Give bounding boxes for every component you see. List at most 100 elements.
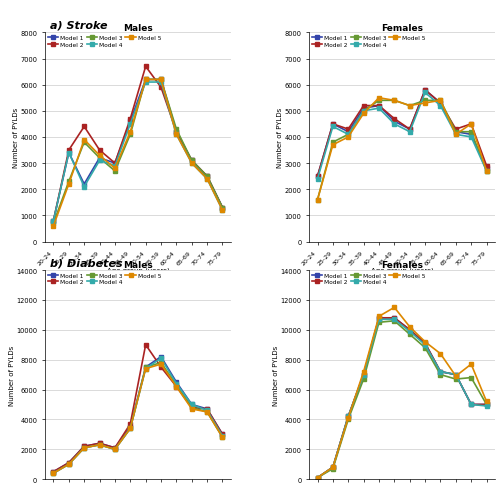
Model 2 <box>174 384 180 390</box>
Model 5 <box>453 132 459 138</box>
Model 2 <box>142 342 148 348</box>
Model 2 <box>96 440 102 446</box>
Model 5 <box>81 137 87 143</box>
Model 2 <box>220 432 226 438</box>
Line: Model 4: Model 4 <box>52 81 225 223</box>
Model 3 <box>142 364 148 370</box>
Model 2 <box>158 85 164 91</box>
Model 1 <box>453 130 459 136</box>
Model 4 <box>66 461 72 467</box>
Model 1 <box>50 218 56 224</box>
X-axis label: Age group (years): Age group (years) <box>370 267 434 274</box>
Model 2 <box>406 327 412 333</box>
Model 3 <box>360 377 366 382</box>
Model 2 <box>422 88 428 93</box>
Title: Females: Females <box>381 261 423 270</box>
Model 4 <box>330 124 336 130</box>
Model 5 <box>422 101 428 106</box>
Model 1 <box>422 88 428 93</box>
Model 5 <box>96 442 102 448</box>
Model 3 <box>468 130 474 136</box>
Model 3 <box>174 127 180 133</box>
Model 1 <box>204 406 210 412</box>
Line: Model 1: Model 1 <box>52 78 225 223</box>
Model 5 <box>204 409 210 415</box>
Model 5 <box>174 132 180 138</box>
Model 2 <box>81 443 87 449</box>
Model 4 <box>96 158 102 164</box>
Model 4 <box>422 91 428 96</box>
Model 5 <box>345 415 351 421</box>
Model 3 <box>422 98 428 104</box>
Model 1 <box>189 402 195 408</box>
Model 3 <box>484 168 490 174</box>
Model 1 <box>112 161 118 166</box>
Model 4 <box>376 106 382 112</box>
Model 5 <box>330 143 336 149</box>
Y-axis label: Number of PYLDs: Number of PYLDs <box>277 107 283 168</box>
Line: Model 1: Model 1 <box>52 355 225 474</box>
Model 4 <box>484 403 490 409</box>
Model 4 <box>406 329 412 334</box>
Model 4 <box>314 177 320 182</box>
Model 4 <box>345 414 351 420</box>
Legend: Model 1, Model 2, Model 3, Model 4, Model 5: Model 1, Model 2, Model 3, Model 4, Mode… <box>48 273 161 285</box>
Line: Model 2: Model 2 <box>52 65 225 223</box>
Model 1 <box>438 101 444 106</box>
Model 1 <box>376 104 382 109</box>
Legend: Model 1, Model 2, Model 3, Model 4, Model 5: Model 1, Model 2, Model 3, Model 4, Mode… <box>312 273 425 285</box>
Model 4 <box>81 445 87 451</box>
Model 2 <box>174 130 180 136</box>
Legend: Model 1, Model 2, Model 3, Model 4, Model 5: Model 1, Model 2, Model 3, Model 4, Mode… <box>312 36 425 47</box>
Model 3 <box>376 320 382 326</box>
Model 4 <box>468 402 474 408</box>
Model 1 <box>50 469 56 475</box>
Model 1 <box>422 341 428 347</box>
Model 5 <box>406 104 412 109</box>
Model 2 <box>360 372 366 378</box>
Model 1 <box>453 372 459 378</box>
Model 4 <box>484 168 490 174</box>
Model 2 <box>189 158 195 164</box>
Model 3 <box>314 475 320 481</box>
Line: Model 4: Model 4 <box>52 356 225 475</box>
Line: Model 1: Model 1 <box>316 89 488 179</box>
Line: Model 4: Model 4 <box>316 318 488 480</box>
Model 4 <box>50 218 56 224</box>
Model 5 <box>422 339 428 345</box>
Model 4 <box>204 177 210 182</box>
Model 4 <box>112 164 118 169</box>
Model 4 <box>330 464 336 470</box>
Model 4 <box>112 446 118 452</box>
Model 2 <box>128 421 134 427</box>
Model 1 <box>81 182 87 187</box>
Model 4 <box>128 121 134 127</box>
Model 1 <box>142 77 148 83</box>
Model 3 <box>50 221 56 227</box>
Model 3 <box>392 318 398 324</box>
Model 3 <box>406 104 412 109</box>
Model 1 <box>392 315 398 321</box>
Model 3 <box>345 132 351 138</box>
Model 4 <box>314 475 320 481</box>
Model 1 <box>66 460 72 466</box>
Model 1 <box>376 315 382 321</box>
Text: a) Stroke: a) Stroke <box>50 20 107 30</box>
Model 2 <box>220 205 226 211</box>
Model 2 <box>345 127 351 133</box>
Model 3 <box>406 332 412 337</box>
Line: Model 5: Model 5 <box>316 306 488 480</box>
Model 5 <box>66 182 72 187</box>
Model 4 <box>438 104 444 109</box>
Model 3 <box>453 130 459 136</box>
Model 2 <box>314 475 320 481</box>
Model 3 <box>96 156 102 162</box>
Model 5 <box>220 435 226 440</box>
Model 1 <box>330 464 336 470</box>
Model 1 <box>220 205 226 211</box>
Model 4 <box>360 372 366 378</box>
Line: Model 3: Model 3 <box>316 319 488 480</box>
Model 5 <box>345 135 351 140</box>
Line: Model 3: Model 3 <box>316 99 488 202</box>
Model 1 <box>484 402 490 408</box>
